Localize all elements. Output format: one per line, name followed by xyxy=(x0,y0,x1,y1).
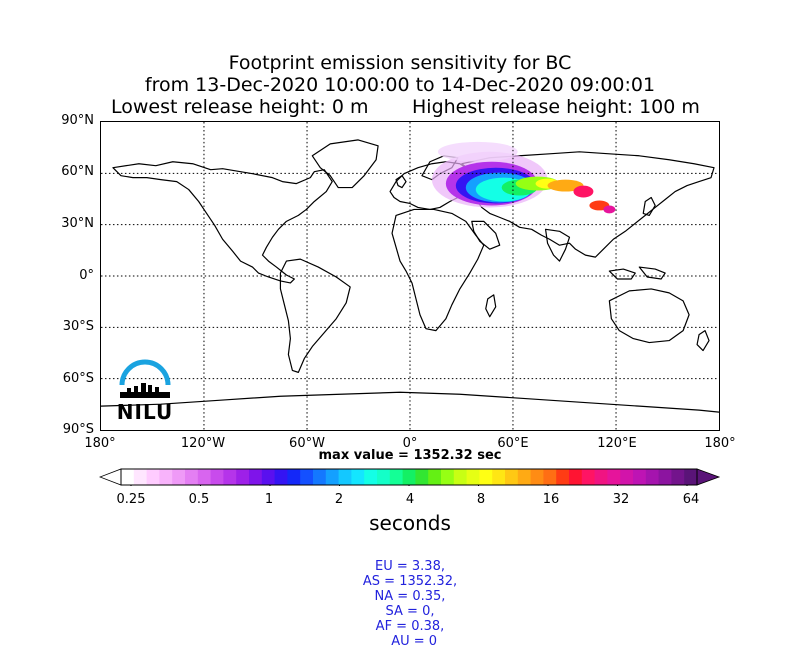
lon-label: 180° xyxy=(84,436,116,451)
colorbar xyxy=(99,468,721,486)
colorbar-cell xyxy=(300,469,314,485)
colorbar-cell xyxy=(249,469,263,485)
colorbar-cell xyxy=(121,469,135,485)
colorbar-cell xyxy=(517,469,532,485)
colorbar-ticks xyxy=(130,485,688,486)
colorbar-cell xyxy=(505,469,519,485)
colorbar-cell xyxy=(236,469,250,485)
lon-label: 0° xyxy=(402,436,418,451)
colorbar-cell xyxy=(402,469,416,485)
region-stat: AU = 0 xyxy=(391,634,438,649)
lon-label: 120°E xyxy=(597,436,637,451)
colorbar-cell xyxy=(441,469,455,485)
colorbar-cell xyxy=(287,469,301,485)
colorbar-tick-label: 32 xyxy=(612,492,630,507)
colorbar-tick-label: 4 xyxy=(405,492,415,507)
max-value-label: max value = 1352.32 sec xyxy=(318,448,502,463)
colorbar-tick-label: 1 xyxy=(264,492,274,507)
lat-label: 30°S xyxy=(62,319,94,334)
region-stat: AF = 0.38, xyxy=(375,619,453,634)
lon-label: 60°W xyxy=(289,436,325,451)
nilu-logo: NILU xyxy=(115,356,175,424)
colorbar-cell xyxy=(159,469,173,485)
colorbar-cell xyxy=(351,469,365,485)
map-panel xyxy=(100,121,720,431)
colorbar-min-arrow xyxy=(99,468,122,486)
colorbar-cell xyxy=(581,469,596,485)
colorbar-tick-label: 2 xyxy=(334,492,344,507)
lat-label: 30°N xyxy=(61,216,94,231)
colorbar-cell xyxy=(338,469,352,485)
title-line-3-right: Highest release height: 100 m xyxy=(412,96,700,118)
region-stats: EU = 3.38, AS = 1352.32, NA = 0.35, SA =… xyxy=(0,544,800,649)
colorbar-cell xyxy=(185,469,199,485)
colorbar-cell xyxy=(633,469,647,485)
lat-label: 0° xyxy=(79,268,94,283)
region-stat: EU = 3.38, xyxy=(375,559,454,574)
colorbar-cell xyxy=(428,469,442,485)
colorbar-cell xyxy=(274,469,288,485)
lat-label: 60°N xyxy=(61,164,94,179)
colorbar-max-arrow xyxy=(696,468,721,486)
colorbar-cell xyxy=(594,469,608,485)
colorbar-cell xyxy=(466,469,480,485)
colorbar-cell xyxy=(620,469,634,485)
plume-layer xyxy=(437,141,518,162)
lon-label: 180° xyxy=(704,436,736,451)
logo-text: NILU xyxy=(116,400,174,424)
colorbar-cell xyxy=(223,469,237,485)
lon-label: 60°E xyxy=(497,436,529,451)
plume-layer xyxy=(547,179,584,192)
colorbar-cell xyxy=(172,469,186,485)
plume-layer xyxy=(573,185,594,198)
lat-label: 90°N xyxy=(61,113,94,128)
plume-layer xyxy=(603,205,616,214)
gridlines xyxy=(101,122,719,430)
title-line-3-left: Lowest release height: 0 m xyxy=(111,96,369,118)
colorbar-cell xyxy=(543,469,557,485)
colorbar-cell xyxy=(261,469,276,485)
colorbar-cell xyxy=(479,469,493,485)
colorbar-cell xyxy=(364,469,378,485)
colorbar-cell xyxy=(607,469,621,485)
colorbar-cell xyxy=(530,469,544,485)
colorbar-tick-label: 16 xyxy=(542,492,560,507)
lat-label: 60°S xyxy=(62,371,94,386)
colorbar-cell xyxy=(684,469,698,485)
colorbar-cell xyxy=(197,469,212,485)
colorbar-tick-label: 64 xyxy=(682,492,700,507)
colorbar-cell xyxy=(658,469,672,485)
colorbar-cell xyxy=(389,469,404,485)
colorbar-cell xyxy=(210,469,224,485)
colorbar-cell xyxy=(645,469,660,485)
colorbar-cell xyxy=(556,469,570,485)
title-line-2: from 13-Dec-2020 10:00:00 to 14-Dec-2020… xyxy=(144,74,656,96)
footprint-plume xyxy=(431,141,616,214)
colorbar-cell xyxy=(415,469,429,485)
colorbar-cell xyxy=(492,469,506,485)
lon-label: 120°W xyxy=(180,436,226,451)
logo-arc xyxy=(119,359,171,386)
world-map xyxy=(101,122,719,430)
colorbar-cell xyxy=(313,469,327,485)
colorbar-cell xyxy=(671,469,685,485)
logo-skyline xyxy=(120,383,170,398)
colorbar-cell xyxy=(377,469,391,485)
region-stat: NA = 0.35, xyxy=(374,589,454,604)
colorbar-tick-label: 0.25 xyxy=(116,492,146,507)
colorbar-cell xyxy=(453,469,468,485)
colorbar-cell xyxy=(146,469,160,485)
title-line-1: Footprint emission sensitivity for BC xyxy=(228,52,572,74)
colorbar-cell xyxy=(133,469,148,485)
region-stat: SA = 0, xyxy=(385,604,443,619)
region-stat: AS = 1352.32, xyxy=(362,574,466,589)
colorbar-label: seconds xyxy=(369,511,451,535)
colorbar-cell xyxy=(569,469,583,485)
colorbar-tick-label: 0.5 xyxy=(188,492,210,507)
lat-label: 90°S xyxy=(62,422,94,437)
colorbar-cell xyxy=(325,469,340,485)
colorbar-tick-label: 8 xyxy=(476,492,486,507)
